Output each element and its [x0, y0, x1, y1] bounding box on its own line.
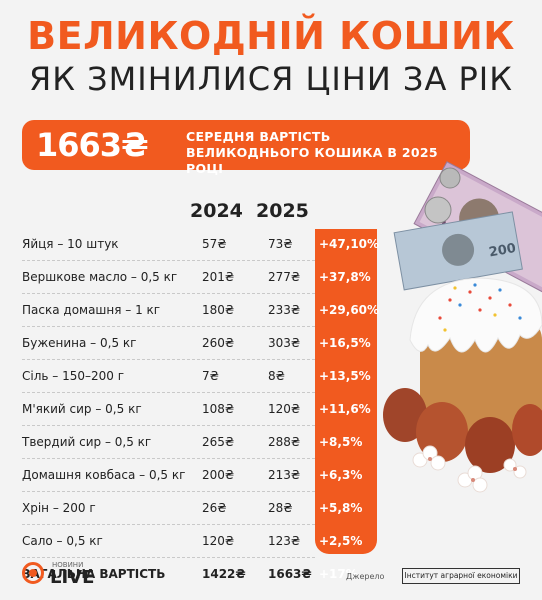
row-value-2024: 26₴: [202, 501, 227, 515]
row-value-2025: 120₴: [268, 402, 301, 416]
banner-text-line2: ВЕЛИКОДНЬОГО КОШИКА В 2025 РОЦІ: [186, 145, 438, 176]
row-value-2024: 108₴: [202, 402, 235, 416]
row-value-2025: 73₴: [268, 237, 293, 251]
row-change: +13,5%: [319, 369, 371, 383]
table-row: Твердий сир – 0,5 кг 265₴ 288₴ +8,5%: [22, 427, 377, 459]
column-header-2024: 2024: [190, 200, 243, 222]
row-value-2025: 123₴: [268, 534, 301, 548]
row-value-2025: 233₴: [268, 303, 301, 317]
row-label: Домашня ковбаса – 0,5 кг: [22, 468, 186, 482]
row-label: Твердий сир – 0,5 кг: [22, 435, 152, 449]
table-row: Яйця – 10 штук 57₴ 73₴ +47,10%: [22, 229, 380, 261]
row-label: Яйця – 10 штук: [22, 237, 119, 251]
row-value-2024: 120₴: [202, 534, 235, 548]
table-row: Хрін – 200 г 26₴ 28₴ +5,8%: [22, 493, 377, 525]
banner-text-line1: СЕРЕДНЯ ВАРТІСТЬ: [186, 129, 331, 144]
banner-text: СЕРЕДНЯ ВАРТІСТЬ ВЕЛИКОДНЬОГО КОШИКА В 2…: [186, 129, 470, 177]
row-label: Сіль – 150–200 г: [22, 369, 125, 383]
row-divider: [22, 326, 315, 327]
total-value-2024: 1422₴: [202, 567, 246, 581]
easter-cake-picture: 1000 200: [383, 161, 542, 493]
table-row: Домашня ковбаса – 0,5 кг 200₴ 213₴ +6,3%: [22, 460, 377, 492]
row-value-2025: 213₴: [268, 468, 301, 482]
row-label: М'який сир – 0,5 кг: [22, 402, 142, 416]
row-divider: [22, 392, 315, 393]
table-row: Сіль – 150–200 г 7₴ 8₴ +13,5%: [22, 361, 377, 393]
table-row: Вершкове масло – 0,5 кг 201₴ 277₴ +37,8%: [22, 262, 377, 294]
row-change: +47,10%: [319, 237, 380, 251]
table-row: Сало – 0,5 кг 120₴ 123₴ +2,5%: [22, 526, 377, 558]
page-subtitle: ЯК ЗМІНИЛИСЯ ЦІНИ ЗА РІК: [29, 60, 513, 98]
row-label: Буженина – 0,5 кг: [22, 336, 137, 350]
row-label: Сало – 0,5 кг: [22, 534, 103, 548]
table-row: Буженина – 0,5 кг 260₴ 303₴ +16,5%: [22, 328, 377, 360]
source-label: Джерело: [346, 572, 385, 581]
source-value: Інститут аграрної економіки: [402, 568, 520, 584]
row-label: Паска домашня – 1 кг: [22, 303, 161, 317]
row-change: +6,3%: [319, 468, 363, 482]
row-change: +11,6%: [319, 402, 371, 416]
row-label: Хрін – 200 г: [22, 501, 96, 515]
row-value-2025: 8₴: [268, 369, 285, 383]
svg-text:200: 200: [488, 241, 517, 260]
row-change: +16,5%: [319, 336, 371, 350]
table-row: М'який сир – 0,5 кг 108₴ 120₴ +11,6%: [22, 394, 377, 426]
row-value-2025: 28₴: [268, 501, 293, 515]
row-change: +37,8%: [319, 270, 371, 284]
footer-brand-small: НОВИНИ: [52, 561, 84, 569]
total-label: ЗАГАЛЬНА ВАРТІСТЬ: [22, 567, 166, 581]
banner-value: 1663₴: [36, 126, 149, 164]
row-change: +8,5%: [319, 435, 363, 449]
row-change: +29,60%: [319, 303, 380, 317]
row-divider: [22, 260, 315, 261]
row-value-2024: 7₴: [202, 369, 219, 383]
row-divider: [22, 524, 315, 525]
live-logo-icon: [22, 562, 44, 584]
row-value-2024: 260₴: [202, 336, 235, 350]
total-change: +17%: [319, 567, 358, 581]
footer-brand: LIVE: [50, 567, 95, 588]
row-value-2025: 288₴: [268, 435, 301, 449]
row-divider: [22, 458, 315, 459]
summary-banner: 1663₴ СЕРЕДНЯ ВАРТІСТЬ ВЕЛИКОДНЬОГО КОШИ…: [22, 120, 470, 176]
column-header-2025: 2025: [256, 200, 309, 222]
total-value-2025: 1663₴: [268, 567, 312, 581]
row-value-2025: 277₴: [268, 270, 301, 284]
table-row: Паска домашня – 1 кг 180₴ 233₴ +29,60%: [22, 295, 380, 327]
row-change: +2,5%: [319, 534, 363, 548]
row-value-2025: 303₴: [268, 336, 301, 350]
row-value-2024: 265₴: [202, 435, 235, 449]
row-label: Вершкове масло – 0,5 кг: [22, 270, 178, 284]
row-divider: [22, 293, 315, 294]
row-value-2024: 201₴: [202, 270, 235, 284]
change-column-bg: [315, 229, 377, 554]
page-title: ВЕЛИКОДНІЙ КОШИК: [27, 14, 515, 58]
row-change: +5,8%: [319, 501, 363, 515]
total-row: ЗАГАЛЬНА ВАРТІСТЬ 1422₴ 1663₴ +17%: [22, 559, 377, 591]
row-value-2024: 200₴: [202, 468, 235, 482]
row-value-2024: 180₴: [202, 303, 235, 317]
row-value-2024: 57₴: [202, 237, 227, 251]
row-divider: [22, 491, 315, 492]
row-divider: [22, 425, 315, 426]
row-divider: [22, 557, 315, 558]
row-divider: [22, 359, 315, 360]
